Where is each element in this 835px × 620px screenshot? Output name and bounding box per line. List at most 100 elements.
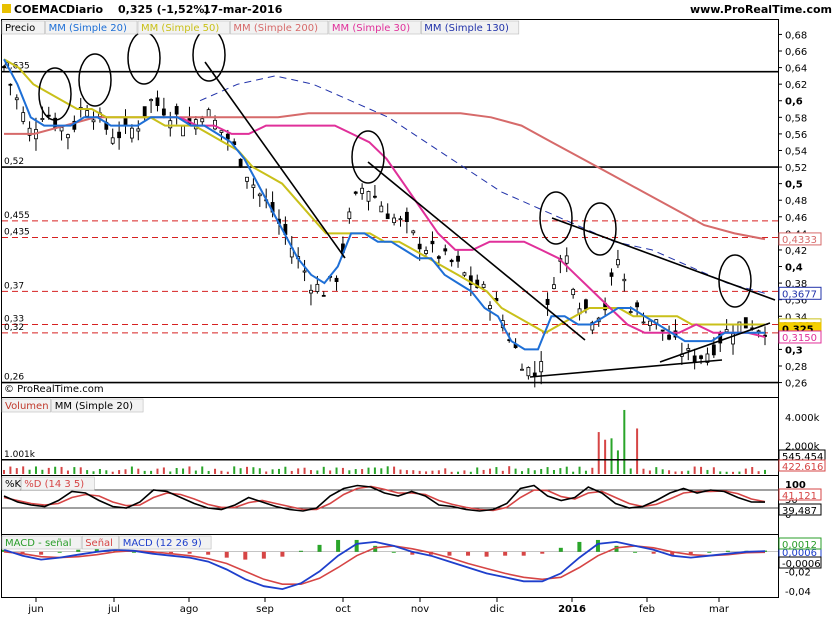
candle-body	[724, 329, 729, 333]
volume-legend-box-1	[51, 398, 144, 413]
volume-bar	[764, 469, 766, 474]
volume-bar	[476, 467, 479, 474]
stoch-tag-label-0: 41,121	[782, 491, 817, 502]
price-tick-label: 0,4	[785, 263, 803, 274]
volume-level-label: 1.001k	[4, 450, 36, 460]
stoch-legend-box-1	[20, 476, 95, 491]
month-label: oct	[335, 604, 351, 615]
ticker: COEMAC	[14, 3, 66, 16]
macd-histogram-bar	[707, 551, 712, 553]
volume-bar	[239, 468, 242, 474]
candle-body	[309, 289, 313, 294]
volume-bar	[604, 439, 607, 474]
price-legend-2: MM (Simple 50)	[141, 23, 219, 34]
annotation-circle-3	[192, 28, 226, 82]
annotation-circle-1	[78, 53, 112, 107]
macd-histogram-bar	[373, 545, 378, 552]
price-tick-label: 0,68	[785, 30, 807, 41]
price-legend-box-4	[328, 20, 421, 35]
month-label: dic	[490, 604, 505, 615]
candle-body	[14, 97, 19, 101]
macd-histogram-bar	[688, 551, 693, 555]
volume-bar	[367, 467, 370, 474]
candle-body	[366, 191, 371, 202]
volume-bar	[693, 466, 696, 474]
macd-histogram-bar	[261, 551, 266, 559]
stoch-tag-0	[778, 488, 822, 501]
candle-body	[315, 283, 320, 292]
candle-body	[711, 344, 716, 356]
stoch-tick-label: 100	[785, 480, 806, 491]
volume-bar	[15, 468, 18, 474]
candle-body	[430, 240, 435, 245]
macd-histogram-bar	[503, 551, 508, 556]
candle-body	[417, 243, 422, 250]
volume-bar	[520, 471, 523, 474]
macd-tag-1	[778, 556, 822, 569]
volume-bar	[642, 468, 645, 474]
trend-line-2	[551, 217, 776, 301]
volume-bar	[150, 470, 153, 474]
candle-body	[27, 127, 32, 136]
level-label-4: 0,37	[4, 281, 24, 291]
legends: Precio MM (Simple 20) MM (Simple 50) MM (Si…	[1, 20, 520, 550]
volume-bar	[712, 467, 715, 474]
volume-bar	[501, 470, 504, 474]
macd-histogram-bar	[521, 551, 526, 556]
volume-bar	[584, 470, 587, 474]
macd-histogram-bar	[206, 551, 211, 555]
price-tick-label: 0,28	[785, 362, 807, 373]
volume-bar	[418, 470, 421, 474]
stoch-k-line	[3, 484, 766, 512]
candle-body	[475, 279, 480, 289]
volume-bar	[540, 468, 543, 474]
candle-body	[238, 158, 243, 168]
candle-body	[609, 272, 614, 277]
volume-bar	[162, 467, 165, 474]
watermark: © ProRealTime.com	[4, 384, 104, 395]
macd-histogram-bar	[76, 549, 81, 552]
candle-body	[117, 131, 122, 139]
month-label: sep	[256, 604, 274, 615]
volume-tick-label: 4.000k	[785, 413, 820, 424]
macd-histogram-bar	[298, 550, 303, 552]
candle-body	[360, 187, 365, 194]
macd-histogram-bar	[558, 547, 563, 552]
volume-bar	[591, 467, 594, 474]
macd-tick-label: -0,02	[785, 567, 811, 578]
candle-body	[635, 302, 640, 308]
candle-body	[481, 283, 486, 288]
ma130-line	[199, 75, 766, 294]
volume-tag-label-1: 422.616	[782, 462, 823, 473]
volume-bar	[597, 432, 600, 474]
volume-bar	[489, 468, 492, 474]
volume-bar	[86, 470, 89, 474]
candle-body	[590, 322, 595, 331]
candle-body	[161, 108, 166, 116]
volume-bar	[527, 468, 530, 474]
candle-body	[129, 127, 134, 139]
price-tag-1	[778, 286, 822, 300]
month-label: jul	[107, 604, 120, 615]
price-tick-label: 0,38	[785, 279, 807, 290]
volume-bar	[182, 468, 185, 474]
candle-body	[641, 321, 646, 324]
macd-legend-2: MACD (12 26 9)	[123, 538, 202, 549]
volume-bar	[386, 466, 389, 474]
volume-bar	[546, 467, 549, 474]
annotation-circle-7	[718, 254, 752, 308]
volume-bar	[322, 466, 325, 474]
volume-bar	[578, 466, 581, 474]
candle-body	[225, 133, 230, 140]
volume-bar	[92, 471, 95, 474]
macd-legend-box-2	[119, 535, 212, 550]
trend-line-4	[659, 322, 771, 363]
level-label-3: 0,435	[4, 228, 30, 238]
macd-histogram-bar	[354, 539, 359, 552]
candle-body	[443, 248, 448, 252]
candle-body	[552, 284, 556, 290]
candle-body	[398, 218, 403, 221]
candle-body	[392, 217, 396, 223]
